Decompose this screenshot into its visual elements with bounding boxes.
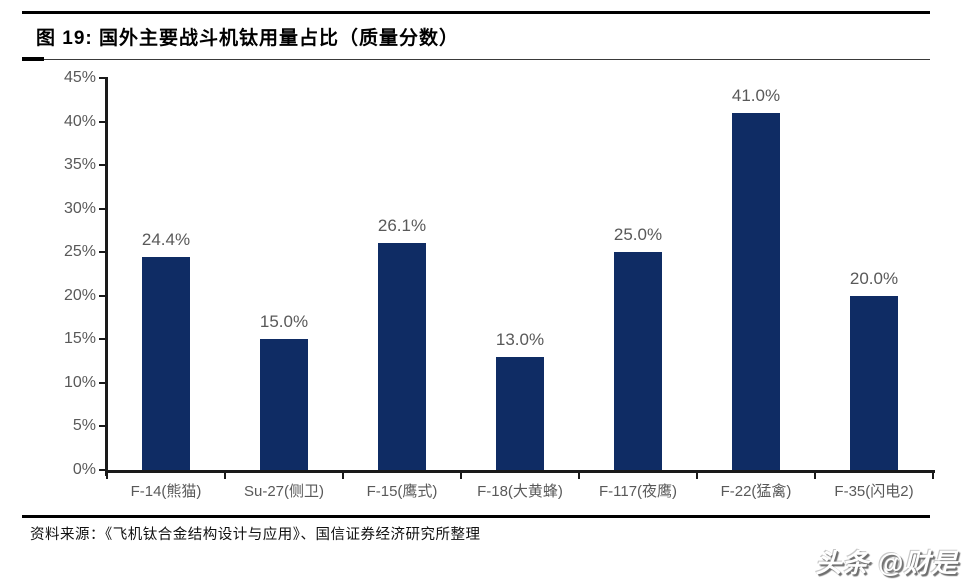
x-tick (696, 470, 698, 479)
bar-value-label: 15.0% (259, 312, 309, 331)
category-label: F-14(熊猫) (130, 483, 202, 500)
bar (850, 296, 898, 470)
y-tick (99, 207, 108, 210)
y-tick-label: 45% (63, 69, 96, 86)
title-rule (22, 59, 930, 60)
bar-value-label: 24.4% (141, 230, 191, 249)
y-tick-label: 20% (63, 286, 96, 304)
bar-value-label: 26.1% (377, 216, 427, 235)
bar (142, 257, 190, 470)
y-tick-label: 15% (63, 330, 96, 348)
x-tick (224, 470, 226, 479)
bar (378, 243, 426, 470)
y-tick (99, 77, 108, 79)
y-tick-label: 40% (63, 112, 96, 130)
y-tick (99, 251, 108, 254)
x-tick (342, 470, 344, 479)
y-tick-label: 0% (72, 461, 96, 478)
category-label: F-15(鹰式) (366, 483, 438, 500)
y-tick (99, 120, 108, 123)
bar-value-label: 41.0% (731, 86, 781, 105)
x-tick (460, 470, 462, 479)
y-tick (99, 294, 108, 297)
x-axis (105, 470, 935, 473)
category-label: F-22(猛禽) (720, 483, 792, 500)
bar (732, 113, 780, 470)
bar (496, 357, 544, 470)
bottom-rule (22, 515, 930, 518)
bar (614, 252, 662, 470)
top-rule (22, 11, 930, 14)
bar-value-label: 13.0% (495, 330, 545, 349)
y-tick (99, 425, 108, 428)
y-tick-label: 30% (63, 199, 96, 217)
figure-title: 图 19: 国外主要战斗机钛用量占比（质量分数） (36, 28, 460, 49)
category-label: F-35(闪电2) (834, 483, 914, 500)
bar-value-label: 20.0% (849, 269, 899, 288)
y-tick (99, 164, 108, 167)
x-tick (814, 470, 816, 479)
category-label: Su-27(侧卫) (243, 483, 325, 500)
bar-chart: 0% 5% 10% 15% 20% 25% 30% 35% 40% 45% 24.4% F-14(熊… (63, 69, 935, 500)
watermark: 头条 @财是 (815, 548, 958, 578)
y-tick (99, 381, 108, 384)
category-label: F-117(夜鹰) (598, 483, 678, 500)
bar-value-label: 25.0% (613, 225, 663, 244)
x-tick (932, 470, 934, 479)
x-tick (106, 470, 108, 479)
y-tick-label: 25% (63, 243, 96, 261)
y-axis (105, 77, 108, 476)
category-label: F-18(大黄蜂) (477, 483, 563, 500)
y-tick (99, 338, 108, 341)
y-tick-label: 10% (63, 373, 96, 391)
title-rule-accent (22, 57, 44, 61)
bar (260, 339, 308, 470)
y-tick-label: 35% (63, 156, 96, 174)
y-tick (99, 469, 108, 471)
source-note: 资料来源：《飞机钛合金结构设计与应用》、国信证券经济研究所整理 (30, 527, 481, 543)
y-tick-label: 5% (72, 417, 96, 435)
x-tick (578, 470, 580, 479)
